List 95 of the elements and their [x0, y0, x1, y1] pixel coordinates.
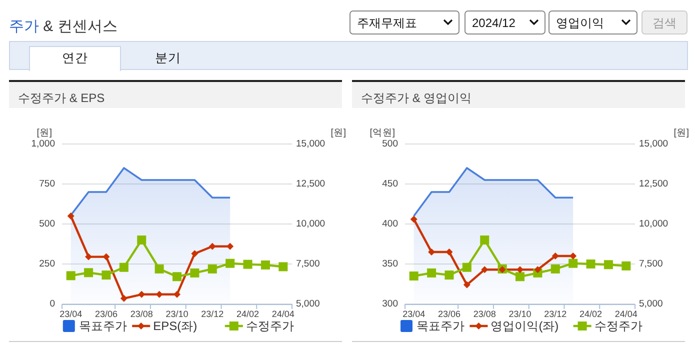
point	[67, 212, 74, 220]
y2-axis-title: [원]	[330, 128, 346, 138]
point	[156, 290, 163, 298]
point	[427, 268, 436, 278]
legend-label: 수정주가	[594, 319, 642, 333]
point	[66, 271, 76, 280]
y2-tick-label: 7,500	[296, 258, 320, 270]
point	[462, 262, 472, 272]
point	[85, 253, 92, 260]
point	[137, 236, 146, 244]
point	[102, 253, 110, 260]
x-tick-label: 23/04	[402, 309, 426, 319]
y2-tick-label: 5,000	[296, 298, 320, 310]
legend-label: EPS(좌)	[153, 319, 198, 333]
y-tick-label: 300	[382, 298, 398, 310]
legend-label: 목표주가	[416, 319, 464, 333]
point	[550, 264, 560, 274]
point	[622, 261, 631, 270]
text: 주가 & 컨센서스	[9, 18, 118, 34]
point	[444, 270, 454, 280]
point	[102, 270, 111, 280]
point	[516, 272, 524, 282]
text: 검색	[652, 16, 676, 30]
text: 연간	[62, 51, 88, 65]
y2-tick-label: 15,000	[296, 138, 326, 150]
point	[260, 260, 270, 270]
y2-tick-label: 15,000	[639, 138, 668, 150]
y2-tick-label: 10,000	[639, 218, 668, 230]
point	[463, 281, 470, 288]
point	[119, 262, 128, 272]
y-tick-label: 250	[39, 258, 55, 270]
y-tick-label: 0	[50, 298, 55, 310]
text: 분기	[155, 51, 181, 65]
point	[174, 290, 180, 298]
point	[243, 260, 252, 269]
x-tick-label: 24/04	[614, 309, 638, 319]
point	[480, 236, 490, 244]
text: 주재무제표	[357, 16, 417, 30]
text: 2024/12	[472, 16, 516, 30]
y-tick-label: 500	[39, 218, 55, 230]
point	[120, 294, 128, 302]
point	[604, 260, 613, 270]
y-axis-title: [억원]	[370, 128, 395, 138]
y2-tick-label: 5,000	[639, 298, 663, 310]
y2-tick-label: 10,000	[296, 218, 326, 230]
point	[481, 266, 488, 274]
y-tick-label: 1,000	[31, 138, 55, 150]
x-tick-label: 23/04	[60, 309, 82, 319]
point	[586, 260, 596, 268]
point	[190, 268, 200, 278]
y-tick-label: 450	[382, 178, 398, 190]
point	[208, 264, 217, 274]
text: 영업이익	[556, 16, 604, 30]
point	[226, 258, 235, 268]
point	[570, 252, 577, 260]
y2-tick-label: 7,500	[639, 258, 663, 270]
x-tick-label: 23/12	[201, 309, 224, 319]
x-tick-label: 23/10	[508, 309, 532, 319]
point	[278, 262, 288, 272]
legend-label: 목표주가	[78, 319, 127, 333]
x-tick-label: 24/02	[236, 309, 260, 319]
y2-axis-title: [원]	[674, 128, 689, 138]
y-axis-title: [원]	[36, 128, 52, 138]
y-tick-label: 400	[382, 218, 398, 230]
y2-tick-label: 12,500	[296, 178, 326, 190]
point	[552, 252, 559, 260]
y-tick-label: 500	[382, 138, 398, 150]
point	[410, 216, 418, 223]
chart-title: 수정주가 & EPS	[18, 91, 105, 105]
x-tick-label: 23/08	[130, 309, 153, 319]
y-tick-label: 750	[39, 178, 55, 190]
point	[191, 250, 198, 258]
point	[409, 272, 418, 280]
point	[172, 272, 182, 282]
point	[516, 266, 524, 274]
point	[226, 242, 234, 250]
x-tick-label: 23/10	[166, 309, 188, 319]
point	[138, 290, 146, 298]
x-tick-label: 23/12	[544, 309, 567, 319]
x-tick-label: 23/06	[438, 309, 460, 319]
point	[84, 268, 94, 278]
point	[446, 248, 453, 256]
point	[534, 266, 542, 274]
y-tick-label: 350	[382, 258, 398, 270]
y2-tick-label: 12,500	[639, 178, 668, 190]
x-tick-label: 24/04	[272, 309, 294, 319]
point	[154, 264, 164, 274]
legend-label: 영업이익(좌)	[490, 319, 559, 333]
x-tick-label: 23/08	[473, 309, 496, 319]
x-tick-label: 23/06	[94, 309, 118, 319]
chart-title: 수정주가 & 영업이익	[361, 91, 472, 105]
point	[568, 258, 578, 268]
legend-label: 수정주가	[246, 319, 294, 333]
point	[208, 242, 216, 250]
x-tick-label: 24/02	[580, 309, 602, 319]
